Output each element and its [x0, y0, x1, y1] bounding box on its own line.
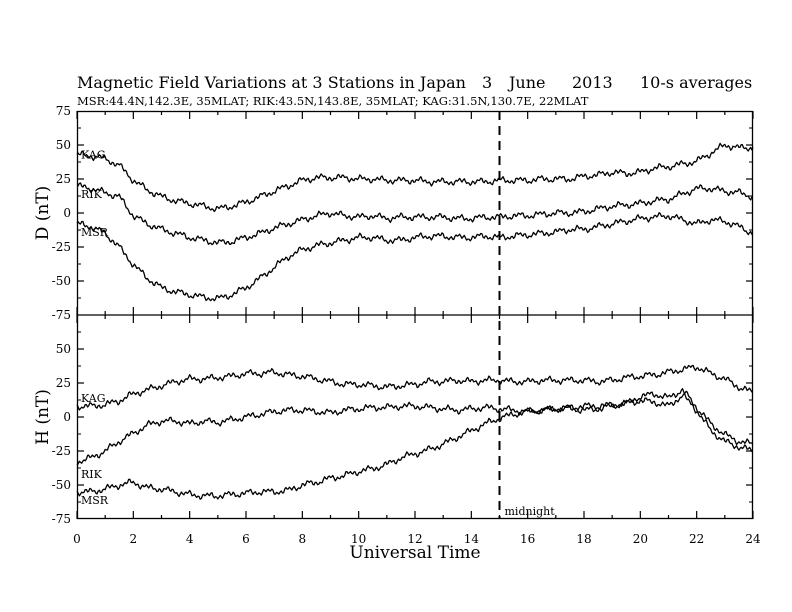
x-tick-label: 14: [464, 532, 480, 546]
chart-subtitle: MSR:44.4N,142.3E, 35MLAT; RIK:43.5N,143.…: [77, 94, 589, 108]
y-tick-label: -50: [52, 478, 71, 492]
midnight-label: midnight: [505, 505, 556, 518]
series-label-msr: MSR: [81, 226, 109, 239]
y-tick-label: -25: [52, 240, 71, 254]
x-axis-label: Universal Time: [349, 543, 480, 563]
x-tick-label: 0: [73, 532, 81, 546]
series-label-kag: KAG: [81, 149, 106, 162]
y-tick-label: 50: [56, 138, 71, 152]
y-tick-label: -50: [52, 274, 71, 288]
y-tick-label: -25: [52, 444, 71, 458]
chart-date-day: 3: [482, 73, 492, 92]
x-tick-label: 20: [633, 532, 648, 546]
x-tick-label: 8: [299, 532, 307, 546]
series-label-msr: MSR: [81, 494, 109, 507]
chart-date-year: 2013: [572, 73, 613, 92]
y-tick-label: -75: [52, 308, 71, 322]
series-label-rik: RIK: [81, 468, 103, 481]
bottom-ylabel: H (nT): [33, 389, 53, 445]
x-tick-label: 6: [242, 532, 250, 546]
series-line-rik: [76, 388, 754, 466]
series-line-msr: [76, 393, 754, 500]
series-line-kag: [76, 364, 754, 411]
chart-resolution: 10-s averages: [640, 73, 752, 92]
top-ylabel: D (nT): [33, 186, 53, 241]
series-line-kag: [76, 142, 754, 213]
chart-title: Magnetic Field Variations at 3 Stations …: [77, 73, 466, 92]
panel-d: 75 50 25 0 -25 -50 -75 KAG RIK MSR: [52, 104, 754, 322]
y-tick-label: 75: [56, 104, 71, 118]
x-tick-label: 10: [351, 532, 366, 546]
x-tick-label: 22: [689, 532, 704, 546]
y-tick-label: 25: [56, 172, 71, 186]
y-tick-label: 0: [63, 206, 71, 220]
series-label-rik: RIK: [81, 188, 103, 201]
chart-date-month: June: [507, 73, 546, 92]
series-label-kag: KAG: [81, 392, 106, 405]
x-tick-label: 4: [186, 532, 194, 546]
y-tick-label: 0: [63, 410, 71, 424]
x-tick-label: 18: [576, 532, 591, 546]
x-tick-label: 24: [745, 532, 761, 546]
x-tick-label: 12: [407, 532, 422, 546]
y-tick-label: 50: [56, 342, 71, 356]
y-tick-label: 25: [56, 376, 71, 390]
y-tick-label: -75: [52, 512, 71, 526]
x-tick-label: 16: [520, 532, 535, 546]
series-line-rik: [76, 182, 754, 246]
series-line-msr: [76, 212, 754, 302]
x-tick-label: 2: [130, 532, 138, 546]
